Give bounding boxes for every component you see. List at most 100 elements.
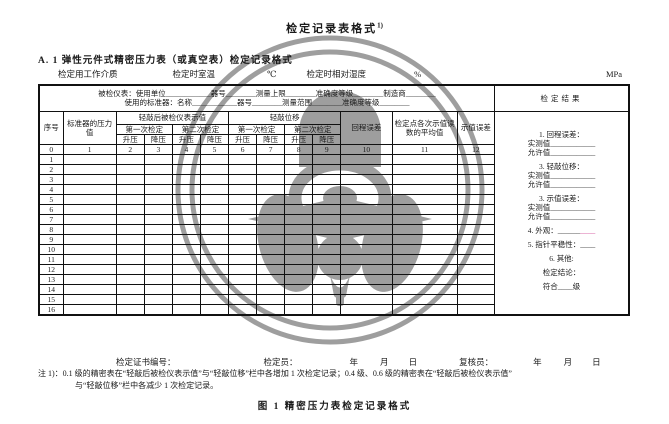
row-number: 6	[38, 203, 64, 215]
panel-conclusion: 检定结论：	[542, 267, 581, 277]
std-pressure-header: 标准器的压力值	[62, 110, 117, 145]
col-number: 4	[171, 143, 201, 155]
humidity-label: 检定时相对湿度	[306, 69, 367, 79]
result-panel-cell: 1. 回程误差： 实测值____________ 允许值____________…	[493, 110, 630, 315]
col-number: 1	[62, 143, 117, 155]
result-column-header: 检定结果	[493, 84, 630, 112]
panel-tap-shift-measured: 实测值____________	[527, 170, 596, 180]
pressure-unit: MPa	[605, 69, 622, 79]
average-header: 检定点各次示值读数的平均值	[391, 110, 458, 145]
row-number: 4	[38, 183, 64, 195]
up-label: 升压	[115, 133, 145, 145]
panel-appearance-line: ______	[557, 225, 581, 235]
panel-grade-prefix: 符合	[542, 281, 558, 291]
panel-hysteresis-title: 1. 回程误差：	[538, 129, 584, 139]
section-heading: A. 1 弹性元件式精密压力表（或真空表）检定记录格式	[38, 56, 293, 66]
figure-caption: 图 1 精密压力表检定记录格式	[257, 402, 412, 412]
col-number: 2	[115, 143, 145, 155]
info-line-gauge: 被检仪表：使用单位____________器号________测量上限_____…	[98, 89, 436, 99]
col-number: 11	[391, 143, 458, 155]
footnote: 注 1)：0.1 级的精密表在“轻敲后被检仪表示值”与“轻敲位移”栏中各增加 1…	[38, 368, 638, 391]
panel-indication-error-allowed: 允许值____________	[527, 211, 596, 221]
panel-appearance-title: 4. 外观：	[527, 225, 558, 235]
tap-shift-first-pass: 第一次检定	[228, 123, 286, 135]
panel-hysteresis-allowed: 允许值____________	[527, 147, 596, 157]
year-label: 年	[349, 357, 359, 367]
page-title-text: 检定记录表格式	[286, 23, 378, 35]
row-number: 8	[38, 223, 64, 235]
panel-grade: 符合____级	[495, 282, 628, 291]
month-label: 月	[380, 357, 389, 367]
hysteresis-header: 回程误差	[340, 110, 393, 145]
percent-unit: %	[414, 69, 422, 79]
panel-appearance: 4. 外观：__________	[495, 226, 628, 235]
panel-grade-suffix: 级	[572, 281, 581, 291]
col-number: 6	[228, 143, 258, 155]
col-number: 0	[38, 143, 64, 155]
celsius-unit: ℃	[267, 69, 277, 79]
info-row: 被检仪表：使用单位____________器号________测量上限_____…	[38, 84, 630, 112]
panel-indication-error-title: 3. 示值误差：	[538, 193, 584, 203]
up-label: 升压	[171, 133, 201, 145]
down-label: 降压	[199, 133, 230, 145]
up-label: 升压	[228, 133, 258, 145]
panel-pointer-stability: 5. 指针平稳性：____	[495, 240, 628, 249]
tap-shift-second-pass: 第二次检定	[284, 123, 342, 135]
panel-tap-shift-title: 3. 轻敲位移：	[538, 161, 584, 171]
month-label: 月	[563, 357, 573, 367]
after-tap-header: 轻敲后被检仪表示值	[115, 110, 230, 125]
row-number: 9	[38, 233, 64, 245]
seq-header: 序号	[38, 110, 64, 145]
row-number: 15	[38, 293, 64, 305]
day-label: 日	[408, 357, 418, 367]
down-label: 降压	[312, 133, 342, 145]
panel-hysteresis-measured: 实测值____________	[527, 138, 596, 148]
indication-error-header: 示值误差	[456, 110, 495, 145]
result-panel: 1. 回程误差： 实测值____________ 允许值____________…	[495, 130, 628, 291]
footnote-line2: 与“轻敲位移”栏中各减少 1 次检定记录。	[75, 380, 219, 390]
footnote-line1: 注 1)：0.1 级的精密表在“轻敲后被检仪表示值”与“轻敲位移”栏中各增加 1…	[38, 369, 512, 378]
verifier-label: 检定员：	[263, 357, 298, 367]
certificate-line: 检定证书编号： 检定员： 年 月 日 复核员： 年 月 日	[38, 356, 630, 368]
panel-tap-shift-allowed: 允许值____________	[527, 179, 596, 189]
col-number: 8	[284, 143, 314, 155]
col-number: 3	[143, 143, 173, 155]
instrument-info-cell: 被检仪表：使用单位____________器号________测量上限_____…	[38, 84, 495, 112]
col-number: 5	[199, 143, 230, 155]
down-label: 降压	[256, 133, 286, 145]
header-row-groups: 序号 标准器的压力值 轻敲后被检仪表示值 轻敲位移 回程误差 检定点各次示值读数…	[38, 110, 630, 315]
panel-pointer-stability-title: 5. 指针平稳性：	[527, 239, 581, 249]
row-number: 12	[38, 263, 64, 275]
panel-other: 6. 其他:	[549, 253, 574, 263]
panel-hysteresis: 1. 回程误差： 实测值____________ 允许值____________	[495, 130, 628, 157]
after-tap-first-pass: 第一次检定	[115, 123, 173, 135]
row-number: 5	[38, 193, 64, 205]
panel-appearance-line-pink: ____	[580, 225, 596, 235]
row-number: 13	[38, 273, 64, 285]
row-number: 7	[38, 213, 64, 225]
panel-indication-error-measured: 实测值____________	[527, 202, 596, 212]
panel-tap-shift: 3. 轻敲位移： 实测值____________ 允许值____________	[495, 162, 628, 189]
row-number: 3	[38, 173, 64, 185]
info-line-standard: 使用的标准器：名称____________器号________测量范围_____…	[124, 98, 410, 108]
row-number: 14	[38, 283, 64, 295]
room-temp-label: 检定时室温	[172, 69, 216, 79]
record-table: 被检仪表：使用单位____________器号________测量上限_____…	[38, 84, 630, 316]
panel-indication-error: 3. 示值误差： 实测值____________ 允许值____________	[495, 194, 628, 221]
panel-pointer-stability-line: ____	[580, 239, 596, 249]
year-label: 年	[533, 357, 542, 367]
col-number: 7	[256, 143, 286, 155]
day-label: 日	[592, 357, 601, 367]
reviewer-label: 复核员：	[459, 357, 494, 367]
row-number: 1	[38, 153, 64, 165]
down-label: 降压	[143, 133, 173, 145]
params-line: 检定用工作介质 检定时室温 ℃ 检定时相对湿度 % MPa	[38, 68, 630, 80]
cert-no-label: 检定证书编号：	[116, 357, 176, 367]
col-number: 12	[456, 143, 495, 155]
medium-label: 检定用工作介质	[58, 69, 118, 79]
row-number: 2	[38, 163, 64, 175]
col-number: 10	[340, 143, 393, 155]
up-label: 升压	[284, 133, 314, 145]
